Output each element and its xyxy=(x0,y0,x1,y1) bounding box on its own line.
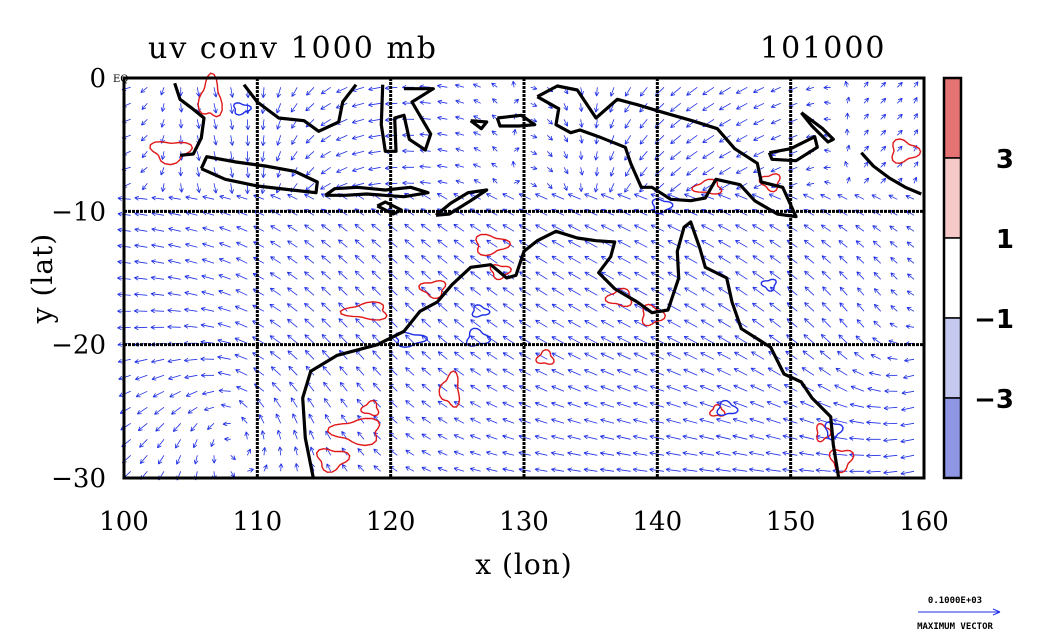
negative-contour xyxy=(824,421,844,441)
reference-vector-value: 0.1000E+03 xyxy=(928,596,982,606)
negative-contour xyxy=(471,304,491,318)
negative-contour xyxy=(232,102,252,116)
positive-contour xyxy=(604,287,633,308)
coastline xyxy=(860,151,922,196)
coastline xyxy=(242,83,358,133)
chart-title: uv conv 1000 mb xyxy=(148,31,438,66)
coastline xyxy=(324,185,430,199)
x-tick-label: 130 xyxy=(499,507,549,537)
reference-vector-label: MAXIMUM VECTOR xyxy=(917,622,993,632)
positive-contour xyxy=(438,370,461,408)
lat-lon-grid xyxy=(124,78,924,478)
y-tick-label: −10 xyxy=(51,197,106,227)
positive-contour xyxy=(758,173,781,193)
coastline xyxy=(469,119,489,131)
positive-contour xyxy=(360,399,380,417)
colorbar-segment xyxy=(943,397,962,479)
y-axis-label: y (lat) xyxy=(26,233,59,324)
reference-vector: 0.1000E+03 MAXIMUM VECTOR xyxy=(917,596,1001,632)
time-label: 101000 xyxy=(760,31,887,66)
positive-contour xyxy=(326,417,381,447)
plot-area xyxy=(117,72,926,481)
negative-contour xyxy=(760,278,777,292)
x-tick-label: 120 xyxy=(366,507,416,537)
colorbar-segment xyxy=(943,237,962,319)
positive-contour xyxy=(315,447,351,473)
y-axis-ticks: 0 −10 −20 −30 xyxy=(51,64,106,494)
coastline xyxy=(173,82,206,157)
positive-contour xyxy=(891,138,922,164)
coastline xyxy=(379,84,435,153)
coastline xyxy=(434,188,489,217)
coastline xyxy=(536,84,798,219)
y-tick-label: 0 xyxy=(89,64,106,94)
colorbar-label: 3 xyxy=(996,145,1014,175)
x-tick-label: 150 xyxy=(766,507,816,537)
positive-contour xyxy=(535,349,555,366)
reference-vector-head xyxy=(992,608,1001,616)
colorbar-segment xyxy=(943,317,962,399)
positive-contour xyxy=(339,301,388,321)
colorbar-frame xyxy=(942,76,963,480)
x-tick-label: 140 xyxy=(633,507,683,537)
coastline xyxy=(800,111,835,144)
colorbar-segment xyxy=(943,157,962,239)
coastline xyxy=(199,155,319,195)
eq-label: EQ xyxy=(113,74,129,85)
colorbar-label: 1 xyxy=(996,225,1014,255)
colorbar-labels: 3 1 −1 −3 xyxy=(974,145,1014,415)
coastline xyxy=(301,220,841,479)
colorbar-label: −1 xyxy=(974,305,1014,335)
x-axis-ticks: 100 110 120 130 140 150 160 xyxy=(99,507,949,537)
coastline xyxy=(495,113,537,128)
colorbar xyxy=(942,76,963,480)
x-tick-label: 110 xyxy=(233,507,283,537)
y-tick-label: −30 xyxy=(51,464,106,494)
x-axis-label: x (lon) xyxy=(475,548,572,581)
positive-contour xyxy=(641,303,667,327)
positive-contour xyxy=(149,140,194,166)
plot-frame xyxy=(122,76,926,480)
coastlines xyxy=(173,82,922,479)
colorbar-segment xyxy=(943,77,962,159)
positive-contour xyxy=(828,449,855,474)
colorbar-label: −3 xyxy=(974,385,1014,415)
x-tick-label: 100 xyxy=(99,507,149,537)
x-tick-label: 160 xyxy=(899,507,949,537)
y-tick-label: −20 xyxy=(51,331,106,361)
negative-contour xyxy=(716,399,739,417)
positive-contour xyxy=(475,233,512,257)
